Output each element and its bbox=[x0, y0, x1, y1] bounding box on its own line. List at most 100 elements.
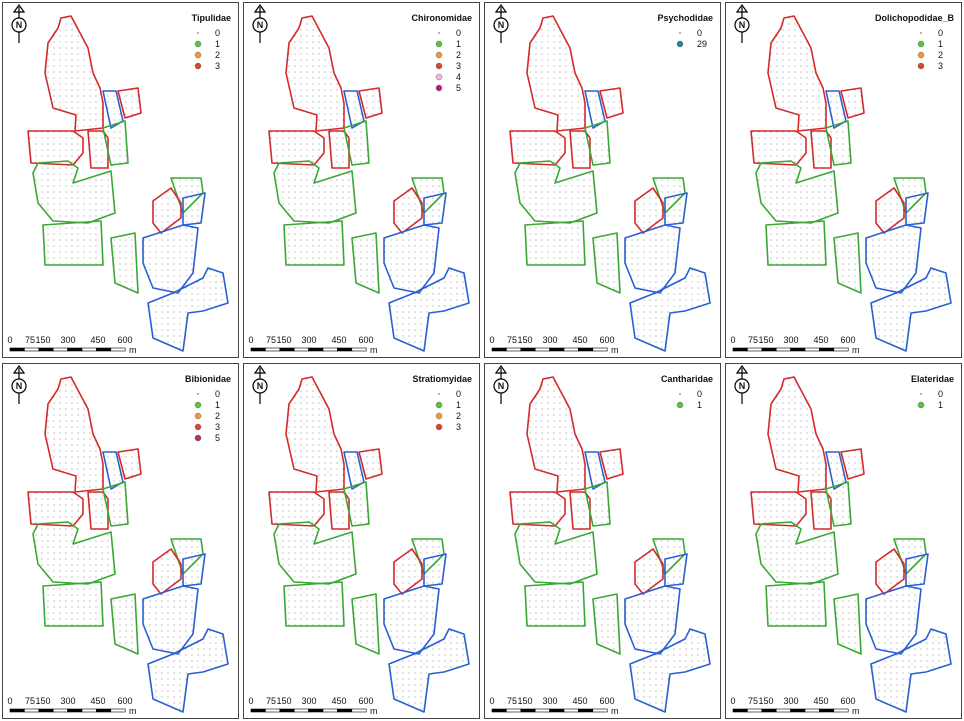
north-label: N bbox=[739, 381, 746, 391]
scale-segment bbox=[563, 347, 579, 352]
scale-label: 450 bbox=[813, 335, 828, 345]
scale-segment bbox=[732, 347, 748, 352]
field-plot bbox=[152, 548, 182, 595]
legend-symbol bbox=[194, 40, 202, 48]
scale-label: 450 bbox=[813, 696, 828, 706]
legend-symbol bbox=[435, 51, 443, 59]
scale-label: 75 bbox=[507, 335, 517, 345]
field-plot bbox=[343, 481, 370, 527]
scale-segment bbox=[279, 347, 295, 352]
legend-label: 3 bbox=[456, 61, 461, 71]
field-plot bbox=[268, 491, 325, 527]
field-plot bbox=[767, 376, 827, 493]
north-arrow-head bbox=[12, 3, 26, 13]
north-label: N bbox=[498, 20, 505, 30]
field-plot bbox=[840, 87, 865, 119]
map-panel: N Chironomidae 0 1 2 3 4 5 0 75 150 300 450 600 m bbox=[243, 2, 480, 358]
field-plot bbox=[825, 481, 852, 527]
scale-label: 450 bbox=[331, 696, 346, 706]
scale-unit: m bbox=[852, 345, 860, 355]
scale-segment bbox=[534, 708, 550, 713]
field-plot bbox=[388, 628, 470, 713]
field-plot bbox=[629, 267, 711, 352]
field-plot bbox=[767, 15, 827, 132]
field-plot bbox=[110, 232, 139, 294]
field-plot bbox=[664, 192, 688, 226]
field-plot bbox=[44, 376, 104, 493]
scale-segment bbox=[81, 347, 97, 352]
scale-unit: m bbox=[129, 345, 137, 355]
legend-label: 2 bbox=[456, 50, 461, 60]
field-plot bbox=[102, 120, 129, 166]
scale-label: 75 bbox=[25, 696, 35, 706]
legend-symbol bbox=[194, 401, 202, 409]
legend-symbol bbox=[676, 401, 684, 409]
scale-segment bbox=[81, 708, 97, 713]
field-plot bbox=[147, 267, 229, 352]
scale-segment bbox=[351, 347, 367, 352]
field-plot bbox=[526, 376, 586, 493]
field-plot bbox=[592, 593, 621, 655]
legend-label: 3 bbox=[938, 61, 943, 71]
map-panel: N Psychodidae 0 29 0 75 150 300 450 600 m bbox=[484, 2, 721, 358]
scale-label: 150 bbox=[517, 696, 532, 706]
scale-label: 150 bbox=[276, 335, 291, 345]
north-circle bbox=[252, 378, 268, 394]
legend-symbol bbox=[435, 423, 443, 431]
field-plot bbox=[423, 553, 447, 587]
north-circle bbox=[734, 17, 750, 33]
legend-symbol bbox=[679, 393, 681, 395]
legend-symbol bbox=[197, 32, 199, 34]
field-plot bbox=[42, 581, 104, 627]
legend-symbol bbox=[435, 84, 443, 92]
scale-label: 0 bbox=[489, 696, 494, 706]
scale-label: 75 bbox=[507, 696, 517, 706]
scale-segment bbox=[96, 347, 112, 352]
scale-segment bbox=[322, 347, 338, 352]
map-panel: N Stratiomyidae 0 1 2 3 0 75 150 300 450 600 m bbox=[243, 363, 480, 719]
scale-segment bbox=[308, 347, 324, 352]
scale-label: 75 bbox=[266, 696, 276, 706]
field-plot bbox=[524, 220, 586, 266]
scale-unit: m bbox=[370, 345, 378, 355]
north-arrow-head bbox=[253, 364, 267, 374]
field-plot bbox=[351, 593, 380, 655]
north-circle bbox=[493, 378, 509, 394]
field-plot bbox=[142, 585, 199, 655]
scale-label: 600 bbox=[840, 696, 855, 706]
scale-unit: m bbox=[611, 345, 619, 355]
scale-label: 450 bbox=[90, 335, 105, 345]
field-plot bbox=[102, 481, 129, 527]
field-plot bbox=[383, 224, 440, 294]
legend-label: 1 bbox=[456, 400, 461, 410]
scale-segment bbox=[110, 347, 126, 352]
legend-label: 3 bbox=[215, 422, 220, 432]
field-plot bbox=[624, 585, 681, 655]
scale-label: 600 bbox=[599, 696, 614, 706]
field-plot bbox=[509, 130, 566, 166]
legend-title: Elateridae bbox=[911, 374, 954, 384]
field-plot bbox=[27, 130, 84, 166]
field-plot bbox=[358, 87, 383, 119]
legend-title: Stratiomyidae bbox=[412, 374, 472, 384]
scale-segment bbox=[775, 347, 791, 352]
scale-segment bbox=[351, 708, 367, 713]
north-arrow-head bbox=[735, 3, 749, 13]
scale-segment bbox=[337, 708, 353, 713]
legend-title: Chironomidae bbox=[411, 13, 472, 23]
field-plot bbox=[393, 548, 423, 595]
legend-title: Dolichopodidae_B bbox=[875, 13, 955, 23]
legend-symbol bbox=[194, 62, 202, 70]
scale-label: 300 bbox=[783, 335, 798, 345]
legend-label: 0 bbox=[938, 389, 943, 399]
legend-symbol bbox=[194, 412, 202, 420]
legend-symbol bbox=[917, 51, 925, 59]
field-plot bbox=[273, 160, 357, 224]
scale-segment bbox=[250, 347, 266, 352]
field-plot bbox=[584, 481, 611, 527]
legend-label: 0 bbox=[456, 389, 461, 399]
legend-title: Bibionidae bbox=[185, 374, 231, 384]
